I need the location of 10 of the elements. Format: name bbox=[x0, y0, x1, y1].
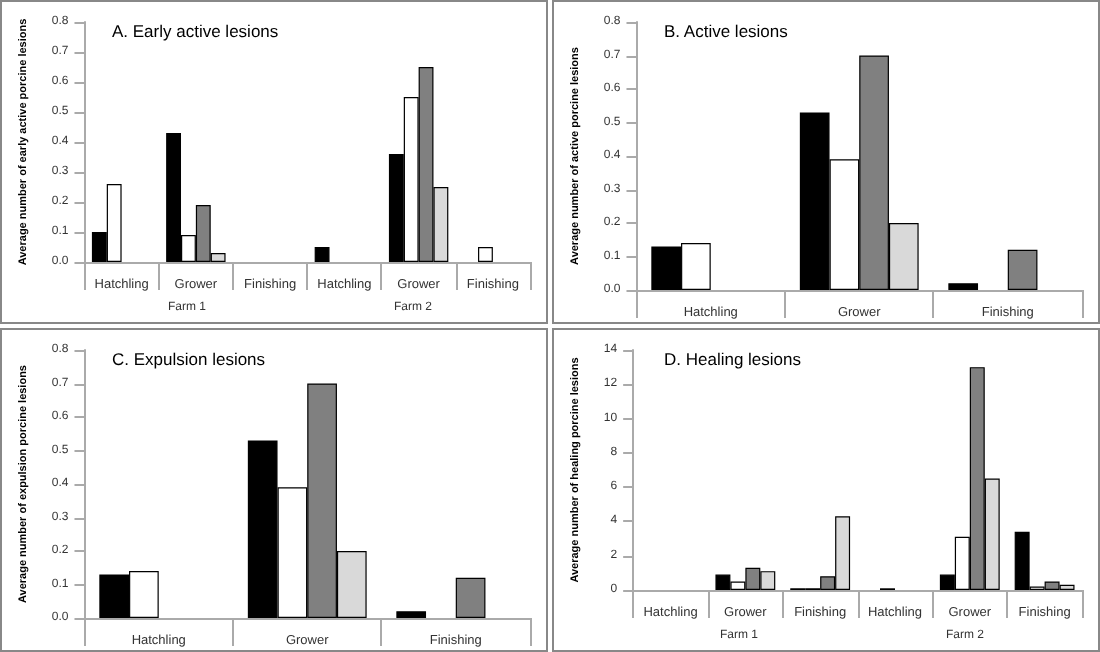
chart-title: C. Expulsion lesions bbox=[112, 349, 266, 369]
chart-title: B. Active lesions bbox=[664, 21, 788, 41]
chart-title: A. Early active lesions bbox=[112, 21, 279, 41]
bar bbox=[948, 283, 979, 290]
bar bbox=[478, 247, 493, 262]
chart-title: D. Healing lesions bbox=[664, 349, 802, 369]
bar bbox=[314, 247, 330, 262]
bar bbox=[455, 577, 486, 618]
bar bbox=[1007, 249, 1038, 290]
bar bbox=[396, 611, 427, 618]
